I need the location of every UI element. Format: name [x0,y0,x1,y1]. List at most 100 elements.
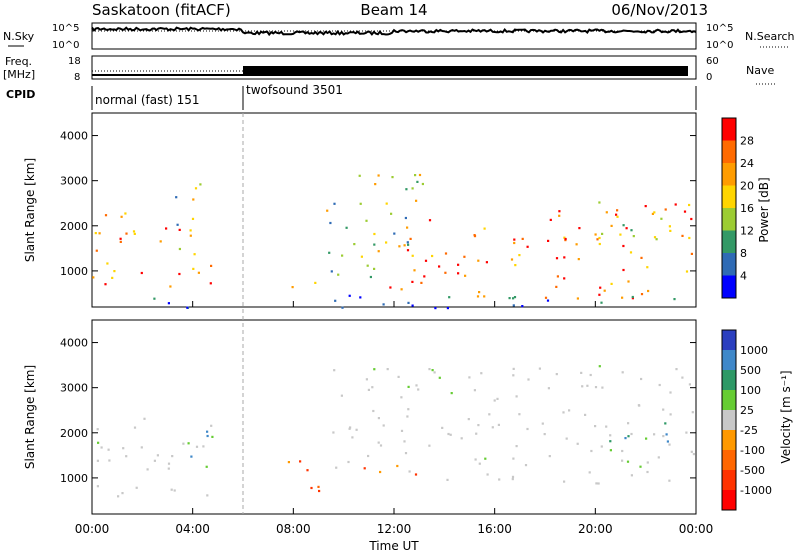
y-tick-label: 2000 [60,220,88,233]
data-cell [299,460,302,463]
data-cell [333,202,336,205]
colorbar-tick-label: 16 [740,202,754,215]
data-cell [666,440,669,443]
data-cell [562,411,565,414]
data-cell [111,276,114,279]
data-cell [688,383,691,386]
data-cell [125,232,128,235]
data-cell [598,242,601,246]
data-cell [329,221,332,225]
data-cell [668,479,671,482]
data-cell [355,428,358,431]
data-cell [448,296,451,299]
power-y-ticks: 1000 2000 3000 4000 [60,130,696,278]
data-cell [396,464,399,468]
data-cell [441,426,444,429]
power-ylabel: Slant Range [km] [23,158,37,262]
data-cell [199,183,202,186]
cpid-segment-2: twofsound 3501 [246,83,343,97]
data-cell [206,494,209,497]
data-cell [326,209,329,212]
data-cell [107,448,110,451]
data-cell [349,426,352,429]
data-cell [176,223,179,226]
data-cell [175,196,178,199]
data-cell [146,468,149,471]
data-cell [601,386,604,389]
nsearch-label: N.Search [745,30,795,43]
data-cell [653,211,656,214]
data-cell [119,237,122,240]
noise-sky-line [91,26,697,37]
data-cell [449,433,452,436]
data-cell [578,227,581,230]
data-cell [577,258,580,261]
velocity-panel-frame [91,319,697,515]
colorbar-segment [722,185,736,208]
data-cell [133,232,136,235]
colorbar-tick-label: -100 [740,444,765,457]
data-cell [497,423,500,426]
data-cell [159,240,162,243]
data-cell [404,452,408,455]
data-cell [477,259,480,262]
data-cell [690,217,693,221]
data-cell [669,413,672,416]
data-cell [417,388,420,391]
data-cell [669,229,672,232]
data-cell [400,288,403,291]
data-cell [173,489,176,492]
data-cell [348,427,351,430]
data-cell [600,445,603,448]
data-cell [512,367,515,370]
data-cell [639,465,642,468]
data-cell [664,208,667,211]
data-cell [538,367,541,370]
data-cell [589,373,592,377]
data-cell [644,205,647,208]
data-cell [546,299,550,302]
data-cell [555,285,558,288]
colorbar-frame [721,329,737,511]
data-cell [379,444,383,447]
data-cell [359,296,362,299]
x-tick-label: 12:00 [377,522,412,536]
data-cell [119,240,122,243]
data-cell [647,289,650,293]
colorbar-tick-label: 25 [740,404,754,417]
data-cell [291,286,294,289]
data-cell [681,376,684,379]
data-cell [406,415,409,418]
data-cell [632,235,635,238]
data-cell [385,202,388,205]
data-cell [94,232,97,235]
data-cell [576,297,579,300]
data-cell [662,408,665,411]
colorbar-segment [722,430,736,450]
data-cell [385,241,388,244]
nsearch-tick-top: 10^5 [706,23,733,34]
data-cell [372,409,375,413]
data-cell [685,431,688,434]
data-cell [685,270,689,273]
data-cell [411,280,414,283]
data-cell [195,445,199,448]
colorbar-tick-label: 8 [740,247,747,260]
y-tick-label: 1000 [60,265,88,278]
data-cell [564,239,567,242]
data-cell [599,286,602,289]
data-cell [626,460,630,463]
data-cell [377,250,380,253]
data-cell [468,376,471,379]
data-cell [408,470,411,473]
data-cell [690,252,693,255]
cpid-segment-1: normal (fast) 151 [95,93,199,107]
data-cell [688,203,691,207]
data-cell [423,275,426,278]
data-cell [660,217,663,220]
nave-label: Nave [746,64,774,77]
data-cell [167,462,171,465]
data-cell [124,212,127,215]
data-cell [615,213,618,216]
data-cell [627,422,630,425]
